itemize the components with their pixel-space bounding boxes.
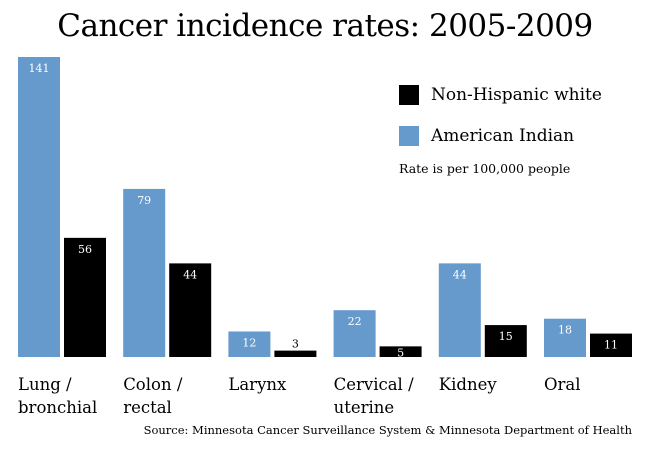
bar-non-hispanic-white-colon-rectal [169,263,212,357]
category-label-line: Oral [544,375,581,394]
category-label-line: bronchial [18,398,97,417]
bar-american-indian-lung-bronchial [18,57,60,357]
bar-american-indian-colon-rectal [123,188,166,357]
category-label-larynx: Larynx [228,375,287,394]
category-label-colon-rectal: Colon / rectal [123,375,183,417]
legend-note: Rate is per 100,000 people [399,161,571,176]
category-label-oral: Oral [544,375,581,394]
data-label-non-hispanic-white-lung-bronchial: 56 [78,243,92,256]
category-label-line: uterine [334,398,395,417]
legend-label-american-indian: American Indian [431,126,575,146]
category-label-line: Kidney [439,375,498,394]
data-label-american-indian-lung-bronchial: 141 [29,62,50,75]
bar-american-indian-oral [544,318,586,357]
category-label-line: Larynx [228,375,287,394]
data-label-american-indian-colon-rectal: 79 [137,194,151,207]
bar-non-hispanic-white-larynx [274,350,317,357]
legend-swatch-non-hispanic-white [399,85,419,105]
data-label-american-indian-oral: 18 [558,324,572,337]
legend-item-non-hispanic-white: Non-Hispanic white [399,85,602,105]
bar-non-hispanic-white-cervical-uterine [379,346,422,357]
bar-non-hispanic-white-oral [590,333,632,357]
legend-label-non-hispanic-white: Non-Hispanic white [431,85,602,105]
bar-american-indian-kidney [438,263,481,357]
category-label-kidney: Kidney [439,375,498,394]
category-label-line: Lung / [18,375,72,394]
legend-item-american-indian: American Indian [399,126,574,146]
bar-non-hispanic-white-lung-bronchial [64,237,106,357]
legend-swatch-american-indian [399,126,419,146]
data-label-non-hispanic-white-cervical-uterine: 5 [397,346,404,359]
data-label-american-indian-cervical-uterine: 22 [348,315,362,328]
bar-american-indian-cervical-uterine [333,310,376,357]
data-label-non-hispanic-white-oral: 11 [604,339,618,352]
category-label-cervical-uterine: Cervical / uterine [334,375,414,417]
source-note: Source: Minnesota Cancer Surveillance Sy… [143,423,632,437]
data-label-non-hispanic-white-colon-rectal: 44 [183,268,197,281]
category-label-line: rectal [123,398,172,417]
chart-title: Cancer incidence rates: 2005-2009 [57,8,593,44]
category-label-lung-bronchial: Lung / bronchial [18,375,97,417]
category-label-line: Cervical / [334,375,414,394]
data-label-american-indian-kidney: 44 [453,268,467,281]
bar-non-hispanic-white-kidney [484,325,527,357]
data-label-non-hispanic-white-larynx: 3 [292,338,299,351]
data-label-non-hispanic-white-kidney: 15 [499,330,513,343]
bar-american-indian-larynx [228,331,271,357]
category-label-line: Colon / [123,375,183,394]
data-label-american-indian-larynx: 12 [242,336,256,349]
